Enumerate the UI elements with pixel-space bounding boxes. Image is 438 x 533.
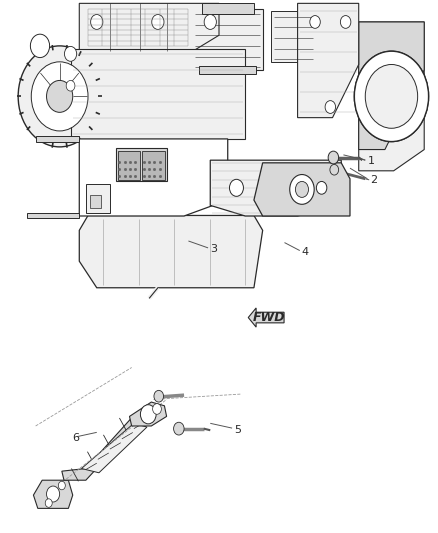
Polygon shape [359,22,424,171]
Bar [10,3,428,298]
Bar [199,66,256,74]
Circle shape [354,51,428,142]
Circle shape [18,46,101,147]
Circle shape [154,390,163,402]
Circle shape [363,62,420,131]
Circle shape [404,58,411,66]
Circle shape [295,181,308,197]
Bar [193,9,263,70]
Circle shape [340,15,351,28]
Circle shape [91,14,103,29]
Circle shape [330,165,339,175]
Circle shape [316,181,327,194]
Circle shape [310,15,320,28]
Bar [71,49,245,139]
Circle shape [325,101,336,114]
Circle shape [230,179,244,196]
Polygon shape [248,308,284,327]
Circle shape [354,51,428,142]
Bar [90,195,101,208]
Bar [142,151,165,180]
Polygon shape [62,415,136,480]
Circle shape [371,58,378,66]
Bar [272,11,315,62]
Circle shape [290,174,314,204]
Circle shape [46,80,73,112]
Circle shape [66,80,75,91]
Circle shape [204,14,216,29]
Text: 1: 1 [367,156,374,166]
Polygon shape [79,3,219,56]
Circle shape [421,92,427,101]
Circle shape [58,481,65,490]
Polygon shape [359,22,424,150]
Text: FWD: FWD [253,311,286,324]
Text: 6: 6 [73,433,80,443]
Circle shape [141,405,156,424]
Bar [201,3,254,14]
Text: 5: 5 [234,425,241,435]
Text: 3: 3 [210,244,217,254]
Polygon shape [254,163,350,216]
Bar [117,149,166,181]
Bar [86,184,110,213]
Bar [118,151,141,180]
Bar [35,136,79,142]
Polygon shape [81,423,147,473]
Bar [27,213,79,217]
Circle shape [173,422,184,435]
Circle shape [46,486,60,502]
Circle shape [64,46,77,61]
Circle shape [328,151,339,164]
Circle shape [371,127,378,135]
Polygon shape [210,160,341,216]
Text: 4: 4 [301,247,308,256]
Polygon shape [79,215,263,288]
Circle shape [31,62,88,131]
Polygon shape [130,402,166,426]
Circle shape [355,92,362,101]
Circle shape [30,34,49,58]
Text: 2: 2 [370,175,377,185]
Polygon shape [297,3,359,118]
Polygon shape [79,139,228,216]
Circle shape [45,499,52,507]
Circle shape [365,64,418,128]
Circle shape [404,127,411,135]
Polygon shape [33,480,73,508]
Circle shape [152,403,161,414]
Circle shape [152,14,164,29]
